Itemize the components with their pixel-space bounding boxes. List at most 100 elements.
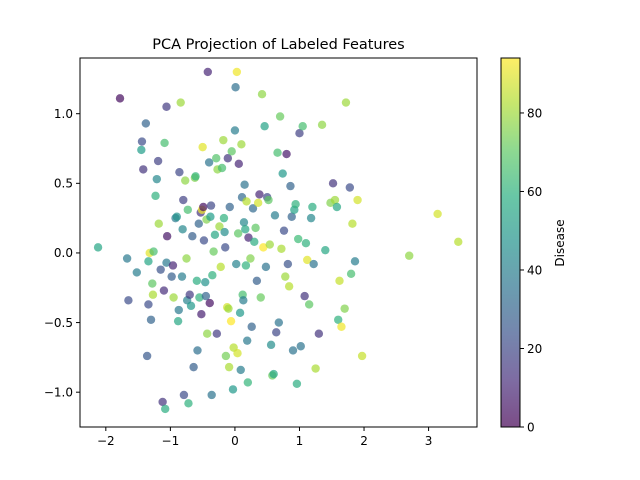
- scatter-point: [273, 148, 282, 157]
- scatter-point: [154, 219, 163, 228]
- scatter-point: [274, 318, 284, 327]
- x-tick-label: 0: [231, 434, 239, 448]
- scatter-point: [239, 218, 249, 227]
- scatter-point: [177, 272, 187, 281]
- colorbar-frame: [500, 57, 521, 428]
- colorbar-tick-label: 0: [527, 420, 535, 434]
- y-tick-label: 1.0: [54, 107, 73, 121]
- scatter-point: [212, 329, 222, 338]
- scatter-point: [176, 98, 185, 107]
- scatter-point: [251, 223, 260, 233]
- scatter-point: [158, 397, 167, 407]
- scatter-points: [93, 67, 463, 414]
- scatter-point: [266, 340, 276, 350]
- scatter-point: [232, 67, 242, 77]
- scatter-point: [197, 310, 206, 319]
- scatter-point: [433, 209, 442, 219]
- scatter-point: [195, 293, 204, 302]
- scatter-point: [151, 191, 160, 201]
- scatter-point: [405, 251, 414, 260]
- scatter-point: [124, 296, 133, 305]
- plot-area-frame: [79, 57, 478, 428]
- scatter-point: [156, 265, 165, 274]
- scatter-point: [332, 202, 342, 212]
- scatter-point: [220, 227, 229, 237]
- scatter-point: [242, 336, 252, 345]
- scatter-point: [288, 346, 298, 355]
- scatter-point: [153, 156, 163, 166]
- scatter-point: [223, 154, 233, 163]
- scatter-point: [232, 259, 241, 269]
- scatter-point: [210, 230, 220, 240]
- scatter-point: [243, 378, 253, 387]
- scatter-point: [304, 300, 314, 309]
- scatter-point: [216, 262, 225, 272]
- colorbar-tick-label: 40: [527, 263, 542, 277]
- scatter-point: [330, 195, 340, 205]
- scatter-point: [265, 240, 274, 249]
- scatter-point: [206, 212, 215, 221]
- scatter-point: [205, 298, 214, 308]
- scatter-point: [314, 329, 324, 338]
- scatter-point: [198, 142, 207, 152]
- scatter-point: [212, 154, 221, 163]
- scatter-point: [296, 342, 305, 351]
- scatter-point: [209, 247, 218, 256]
- scatter-point: [328, 179, 338, 188]
- y-axis: −1.0 −0.5 0.0 0.5 1.0: [44, 107, 80, 399]
- scatter-point: [235, 308, 245, 318]
- scatter-point: [93, 243, 103, 252]
- colorbar-gradient: [501, 58, 520, 427]
- scatter-point: [146, 315, 156, 324]
- scatter-point: [346, 269, 356, 279]
- scatter-point: [188, 232, 197, 241]
- colorbar-tick-label: 80: [527, 106, 542, 120]
- scatter-point: [202, 329, 212, 338]
- scatter-point: [308, 202, 317, 212]
- scatter-point: [219, 135, 228, 145]
- scatter-point: [162, 232, 172, 241]
- scatter-point: [181, 176, 190, 185]
- y-tick-label: 0.5: [54, 177, 73, 191]
- scatter-point: [173, 316, 183, 326]
- scatter-point: [224, 362, 234, 372]
- scatter-point: [334, 315, 343, 324]
- scatter-point: [228, 385, 238, 394]
- scatter-point: [286, 181, 295, 191]
- scatter-point: [191, 172, 200, 181]
- scatter-point: [244, 233, 253, 242]
- scatter-point: [226, 316, 236, 326]
- scatter-point: [341, 98, 351, 107]
- scatter-point: [139, 165, 148, 174]
- scatter-point: [295, 128, 304, 138]
- scatter-point: [233, 349, 242, 358]
- scatter-point: [132, 268, 142, 277]
- scatter-point: [142, 351, 152, 361]
- x-tick-label: 3: [425, 434, 433, 448]
- scatter-point: [293, 234, 303, 244]
- scatter-point: [178, 225, 187, 234]
- scatter-point: [277, 244, 286, 253]
- scatter-point: [275, 112, 285, 121]
- scatter-point: [278, 169, 287, 178]
- scatter-point: [206, 201, 216, 210]
- scatter-point: [199, 202, 208, 212]
- scatter-point: [184, 399, 193, 408]
- scatter-point: [272, 328, 281, 337]
- scatter-point: [321, 245, 330, 255]
- scatter-point: [242, 197, 251, 206]
- x-tick-label: 2: [360, 434, 368, 448]
- scatter-point: [287, 212, 296, 221]
- scatter-point: [224, 304, 233, 313]
- scatter-point: [353, 195, 362, 205]
- scatter-point: [252, 276, 262, 285]
- colorbar-label: Disease: [553, 219, 567, 266]
- scatter-point: [246, 254, 255, 263]
- scatter-point: [291, 200, 300, 209]
- scatter-point: [208, 271, 217, 280]
- scatter-point: [241, 225, 250, 234]
- scatter-point: [162, 102, 171, 111]
- scatter-point: [230, 126, 240, 135]
- y-tick-label: −0.5: [44, 316, 73, 330]
